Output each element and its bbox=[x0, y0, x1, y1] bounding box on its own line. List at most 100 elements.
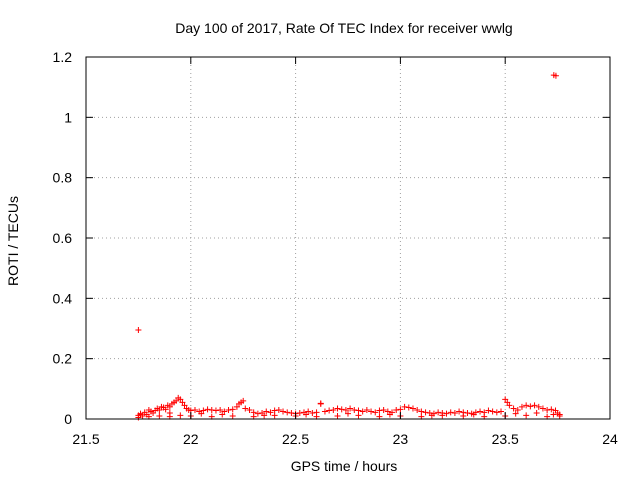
data-point bbox=[254, 410, 261, 417]
data-point bbox=[280, 408, 287, 415]
x-tick-label: 23.5 bbox=[492, 431, 519, 447]
data-point bbox=[435, 409, 442, 416]
data-point bbox=[271, 412, 278, 419]
data-point bbox=[443, 410, 450, 417]
data-point bbox=[351, 406, 358, 413]
data-point bbox=[533, 409, 540, 416]
data-point bbox=[384, 408, 391, 415]
data-point bbox=[296, 409, 303, 416]
data-point bbox=[380, 406, 387, 413]
y-tick-label: 0 bbox=[64, 411, 72, 427]
data-point bbox=[181, 402, 188, 409]
data-point bbox=[523, 402, 530, 409]
data-point bbox=[347, 405, 354, 412]
data-point bbox=[506, 402, 513, 409]
data-point bbox=[556, 412, 563, 419]
data-point bbox=[200, 407, 207, 414]
data-point bbox=[179, 399, 186, 406]
data-point bbox=[405, 404, 412, 411]
data-points bbox=[135, 72, 563, 421]
data-point bbox=[303, 411, 310, 418]
data-point bbox=[414, 406, 421, 413]
data-point bbox=[493, 409, 500, 416]
data-point bbox=[397, 406, 404, 413]
data-point bbox=[409, 405, 416, 412]
data-point bbox=[535, 403, 542, 410]
y-tick-label: 0.8 bbox=[53, 170, 73, 186]
data-point bbox=[527, 403, 534, 410]
data-point bbox=[212, 407, 219, 414]
data-point bbox=[338, 406, 345, 413]
x-tick-label: 21.5 bbox=[72, 431, 99, 447]
data-point bbox=[386, 411, 393, 418]
y-tick-label: 1.2 bbox=[53, 49, 73, 65]
data-point bbox=[368, 408, 375, 415]
data-point bbox=[376, 407, 383, 414]
data-point bbox=[485, 407, 492, 414]
chart-title: Day 100 of 2017, Rate Of TEC Index for r… bbox=[175, 20, 512, 36]
data-point bbox=[156, 412, 163, 419]
data-point bbox=[464, 409, 471, 416]
data-point bbox=[523, 412, 530, 419]
data-point bbox=[166, 409, 173, 416]
data-point bbox=[221, 408, 228, 415]
data-point bbox=[242, 405, 249, 412]
data-point bbox=[544, 406, 551, 413]
x-tick-label: 23 bbox=[393, 431, 409, 447]
data-point bbox=[208, 406, 215, 413]
data-point bbox=[334, 405, 341, 412]
data-point bbox=[267, 409, 274, 416]
data-point bbox=[460, 412, 467, 419]
y-tick-label: 0.2 bbox=[53, 351, 73, 367]
data-point bbox=[504, 399, 511, 406]
data-point bbox=[531, 402, 538, 409]
data-point bbox=[225, 406, 232, 413]
data-point bbox=[334, 412, 341, 419]
data-point bbox=[363, 406, 370, 413]
data-point bbox=[539, 405, 546, 412]
data-point bbox=[156, 406, 163, 413]
data-point bbox=[345, 410, 351, 417]
data-point bbox=[456, 408, 463, 415]
data-point bbox=[177, 412, 184, 419]
data-point bbox=[219, 411, 226, 418]
data-point bbox=[518, 403, 525, 410]
data-point bbox=[137, 411, 144, 418]
data-point bbox=[330, 406, 337, 413]
data-point bbox=[342, 406, 349, 413]
data-point bbox=[217, 406, 224, 413]
data-point bbox=[393, 406, 400, 413]
data-point bbox=[166, 403, 173, 410]
data-point bbox=[550, 411, 557, 418]
data-point bbox=[198, 410, 205, 417]
x-axis-label: GPS time / hours bbox=[291, 458, 398, 474]
data-point bbox=[191, 406, 198, 413]
data-point bbox=[401, 403, 408, 410]
data-point bbox=[261, 412, 268, 419]
data-point bbox=[428, 412, 435, 419]
data-point bbox=[498, 408, 505, 415]
data-point bbox=[177, 396, 184, 403]
data-point bbox=[439, 412, 446, 419]
data-point bbox=[173, 397, 180, 404]
y-tick-label: 0.4 bbox=[53, 290, 73, 306]
data-point bbox=[275, 406, 282, 413]
data-point bbox=[548, 406, 555, 413]
data-point bbox=[477, 408, 484, 415]
plot-frame bbox=[85, 56, 611, 420]
data-point bbox=[447, 409, 454, 416]
x-tick-label: 24 bbox=[602, 431, 618, 447]
x-axis-ticks: 21.5 22 22.5 23 23.5 24 bbox=[72, 57, 618, 447]
data-point bbox=[326, 407, 333, 414]
data-point bbox=[135, 327, 142, 334]
data-point bbox=[305, 408, 312, 415]
data-point bbox=[470, 411, 477, 418]
data-point bbox=[204, 406, 211, 413]
y-axis-ticks: 0 0.2 0.4 0.6 0.8 1 1.2 bbox=[53, 49, 610, 427]
data-point bbox=[552, 72, 559, 79]
data-point bbox=[162, 406, 169, 413]
data-point bbox=[229, 412, 236, 419]
data-point bbox=[359, 408, 366, 415]
data-point bbox=[321, 408, 328, 415]
